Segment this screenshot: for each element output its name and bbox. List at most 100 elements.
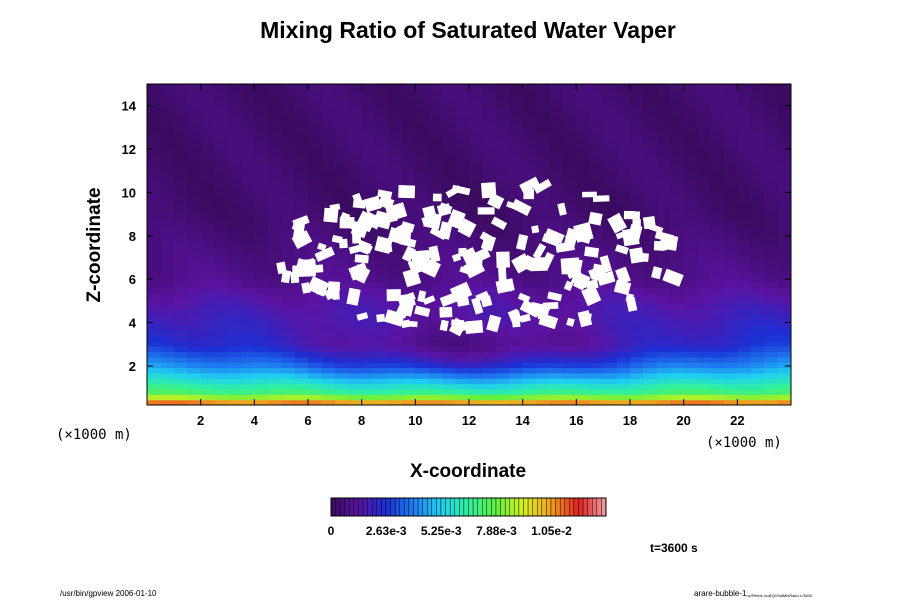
heatmap-cell: [737, 180, 752, 187]
heatmap-cell: [723, 191, 738, 197]
missing-value-patch: [404, 291, 416, 303]
heatmap-cell: [670, 228, 685, 235]
heatmap-cell: [254, 298, 269, 304]
heatmap-cell: [643, 319, 658, 326]
heatmap-cell: [777, 207, 791, 213]
heatmap-cell: [723, 255, 738, 262]
heatmap-cell: [334, 330, 349, 337]
heatmap-cell: [764, 314, 779, 320]
heatmap-cell: [294, 346, 309, 353]
heatmap-cell: [321, 367, 336, 374]
heatmap-cell: [536, 126, 551, 133]
heatmap-cell: [522, 383, 537, 390]
heatmap-cell: [589, 319, 604, 326]
heatmap-cell: [321, 105, 336, 112]
heatmap-cell: [723, 201, 738, 208]
heatmap-cell: [267, 330, 282, 337]
heatmap-cell: [536, 356, 551, 363]
heatmap-cell: [630, 110, 645, 117]
heatmap-cell: [227, 249, 242, 256]
heatmap-cell: [321, 383, 336, 390]
heatmap-cell: [589, 367, 604, 374]
heatmap-cell: [616, 388, 631, 395]
heatmap-cell: [348, 383, 363, 390]
x-tick-label: 10: [408, 413, 422, 428]
missing-value-patch: [329, 203, 341, 211]
heatmap-cell: [187, 105, 202, 112]
heatmap-cell: [509, 84, 524, 90]
heatmap-cell: [670, 265, 685, 272]
heatmap-cell: [522, 126, 537, 133]
heatmap-cell: [308, 228, 323, 235]
heatmap-cell: [294, 362, 309, 369]
missing-value-patch: [515, 234, 529, 251]
missing-value-patch: [374, 236, 393, 254]
heatmap-cell: [281, 196, 296, 203]
missing-value-patch: [592, 195, 610, 202]
heatmap-cell: [415, 287, 430, 294]
heatmap-cell: [294, 174, 309, 181]
heatmap-cell: [375, 228, 390, 235]
heatmap-cell: [670, 249, 685, 256]
heatmap-cell: [576, 84, 591, 90]
heatmap-cell: [683, 89, 698, 96]
heatmap-cell: [321, 378, 336, 385]
heatmap-cell: [750, 372, 765, 379]
missing-value-patch: [427, 251, 438, 259]
heatmap-cell: [469, 110, 484, 117]
heatmap-cell: [589, 335, 604, 342]
heatmap-cell: [509, 89, 524, 96]
heatmap-cell: [710, 260, 725, 267]
heatmap-cell: [294, 153, 309, 160]
heatmap-cell: [254, 207, 269, 213]
heatmap-cell: [576, 207, 591, 213]
heatmap-cell: [334, 153, 349, 160]
colorbar-cell: [472, 497, 478, 517]
heatmap-cell: [267, 298, 282, 304]
heatmap-cell: [187, 185, 202, 192]
heatmap-cell: [469, 399, 484, 405]
heatmap-cell: [697, 308, 712, 315]
heatmap-cell: [656, 142, 671, 149]
heatmap-cell: [334, 89, 349, 96]
heatmap-cell: [482, 255, 497, 262]
heatmap-cell: [187, 84, 202, 90]
heatmap-cell: [482, 281, 497, 288]
heatmap-cell: [147, 196, 162, 203]
heatmap-cell: [147, 362, 162, 369]
heatmap-cell: [777, 142, 791, 149]
heatmap-cell: [522, 233, 537, 240]
heatmap-cell: [562, 314, 577, 320]
heatmap-cell: [737, 233, 752, 240]
colorbar-cell: [372, 497, 378, 517]
heatmap-cell: [576, 105, 591, 112]
heatmap-cell: [334, 164, 349, 171]
heatmap-cell: [710, 394, 725, 401]
heatmap-cell: [200, 196, 215, 203]
heatmap-cell: [240, 335, 255, 342]
heatmap-cell: [348, 105, 363, 112]
heatmap-cell: [428, 180, 443, 187]
heatmap-cell: [227, 142, 242, 149]
heatmap-cell: [616, 164, 631, 171]
heatmap-cell: [388, 362, 403, 369]
heatmap-cell: [777, 367, 791, 374]
heatmap-cell: [160, 383, 175, 390]
heatmap-cell: [710, 100, 725, 106]
heatmap-cell: [415, 164, 430, 171]
heatmap-cell: [616, 201, 631, 208]
colorbar-cell: [537, 497, 543, 517]
heatmap-cell: [777, 287, 791, 294]
heatmap-cell: [469, 346, 484, 353]
heatmap-cell: [254, 233, 269, 240]
heatmap-cell: [415, 276, 430, 283]
heatmap-cell: [603, 388, 618, 395]
heatmap-cell: [428, 201, 443, 208]
heatmap-cell: [442, 84, 457, 90]
heatmap-cell: [254, 383, 269, 390]
heatmap-cell: [683, 142, 698, 149]
heatmap-cell: [603, 324, 618, 331]
heatmap-cell: [375, 110, 390, 117]
heatmap-cell: [509, 217, 524, 224]
heatmap-cell: [428, 158, 443, 165]
